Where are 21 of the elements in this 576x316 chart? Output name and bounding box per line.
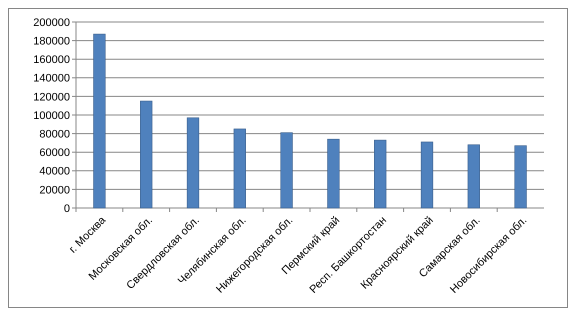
bar xyxy=(140,100,152,208)
bar xyxy=(280,132,293,208)
y-tick-label: 20000 xyxy=(39,184,70,196)
y-tick-label: 40000 xyxy=(39,166,70,178)
y-tick-label: 0 xyxy=(64,202,70,215)
y-tick-label: 100000 xyxy=(33,110,70,122)
bar xyxy=(327,138,340,208)
y-tick-label: 160000 xyxy=(33,54,70,66)
y-tick-label: 120000 xyxy=(33,91,70,104)
bar xyxy=(234,128,246,208)
y-tick-label: 60000 xyxy=(39,147,70,160)
bar xyxy=(514,145,527,208)
y-tick-label: 140000 xyxy=(33,72,70,85)
y-tick-label: 80000 xyxy=(39,128,70,140)
bar xyxy=(420,142,434,208)
bar xyxy=(468,144,480,208)
y-tick-label: 180000 xyxy=(33,35,70,48)
bar xyxy=(186,117,200,208)
bar xyxy=(93,34,106,208)
bar xyxy=(374,140,386,208)
y-tick-label: 200000 xyxy=(33,16,70,29)
